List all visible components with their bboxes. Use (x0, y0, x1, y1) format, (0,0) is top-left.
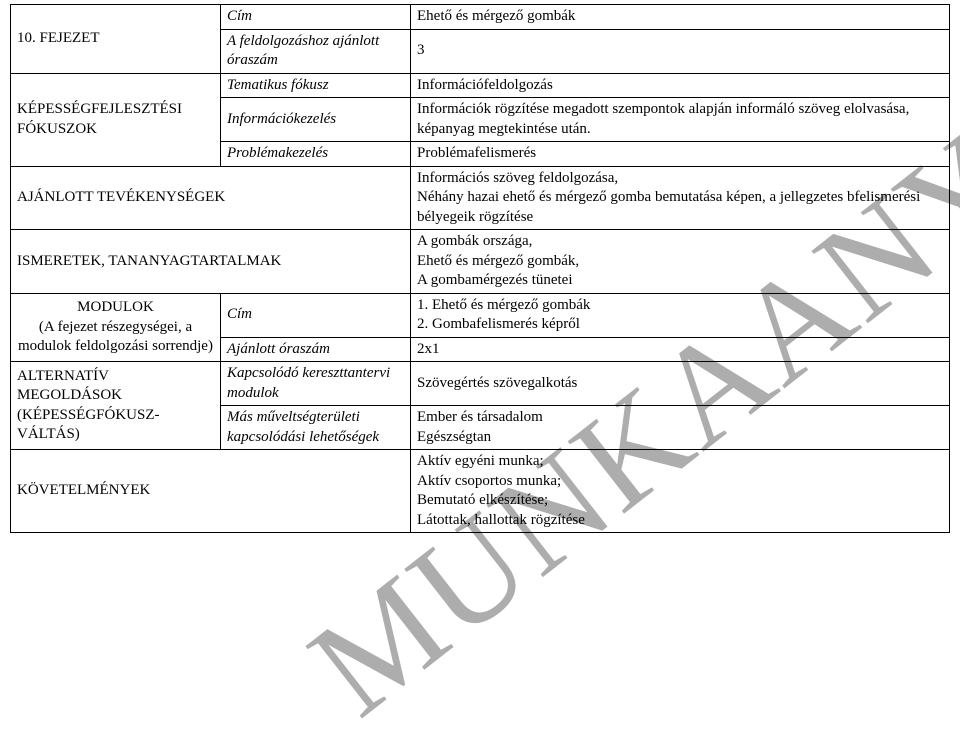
label-problema: Problémakezelés (221, 142, 411, 167)
label-mas: Más műveltségterületi kapcsolódási lehet… (221, 406, 411, 450)
value-title: Ehető és mérgező gombák (411, 5, 950, 30)
section-modulok: MODULOK (A fejezet részegységei, a modul… (11, 293, 221, 362)
value-problema: Problémafelismerés (411, 142, 950, 167)
table-row: AJÁNLOTT TEVÉKENYSÉGEK Információs szöve… (11, 166, 950, 230)
curriculum-table: 10. FEJEZET Cím Ehető és mérgező gombák … (10, 4, 950, 533)
chapter-heading: 10. FEJEZET (11, 5, 221, 74)
value-kereszt: Szövegértés szövegalkotás (411, 362, 950, 406)
table-row: ISMERETEK, TANANYAGTARTALMAK A gombák or… (11, 230, 950, 294)
table-row: 10. FEJEZET Cím Ehető és mérgező gombák (11, 5, 950, 30)
label-cim: Cím (221, 5, 411, 30)
section-alternativ: ALTERNATÍV MEGOLDÁSOK (KÉPESSÉGFÓKUSZ-VÁ… (11, 362, 221, 450)
section-ismeretek: ISMERETEK, TANANYAGTARTALMAK (11, 230, 411, 294)
label-kereszt: Kapcsolódó kereszttantervi modulok (221, 362, 411, 406)
value-modul-ora: 2x1 (411, 337, 950, 362)
table-row: KÖVETELMÉNYEK Aktív egyéni munka; Aktív … (11, 450, 950, 533)
value-modul-cim: 1. Ehető és mérgező gombák 2. Gombafelis… (411, 293, 950, 337)
value-tematikus: Információfeldolgozás (411, 73, 950, 98)
value-ajanlott: Információs szöveg feldolgozása, Néhány … (411, 166, 950, 230)
section-fokuszok: KÉPESSÉGFEJLESZTÉSI FÓKUSZOK (11, 73, 221, 166)
label-tematikus: Tematikus fókusz (221, 73, 411, 98)
section-ajanlott: AJÁNLOTT TEVÉKENYSÉGEK (11, 166, 411, 230)
value-informacio: Információk rögzítése megadott szemponto… (411, 98, 950, 142)
table-row: MODULOK (A fejezet részegységei, a modul… (11, 293, 950, 337)
value-mas: Ember és társadalom Egészségtan (411, 406, 950, 450)
value-ismeretek: A gombák országa, Ehető és mérgező gombá… (411, 230, 950, 294)
value-kovetelmenyek: Aktív egyéni munka; Aktív csoportos munk… (411, 450, 950, 533)
value-hours-suggested: 3 (411, 29, 950, 73)
label-modul-cim: Cím (221, 293, 411, 337)
label-modul-ora: Ajánlott óraszám (221, 337, 411, 362)
label-informacio: Információkezelés (221, 98, 411, 142)
label-hours-suggested: A feldolgozáshoz ajánlott óraszám (221, 29, 411, 73)
table-row: ALTERNATÍV MEGOLDÁSOK (KÉPESSÉGFÓKUSZ-VÁ… (11, 362, 950, 406)
table-row: KÉPESSÉGFEJLESZTÉSI FÓKUSZOK Tematikus f… (11, 73, 950, 98)
section-kovetelmenyek: KÖVETELMÉNYEK (11, 450, 411, 533)
